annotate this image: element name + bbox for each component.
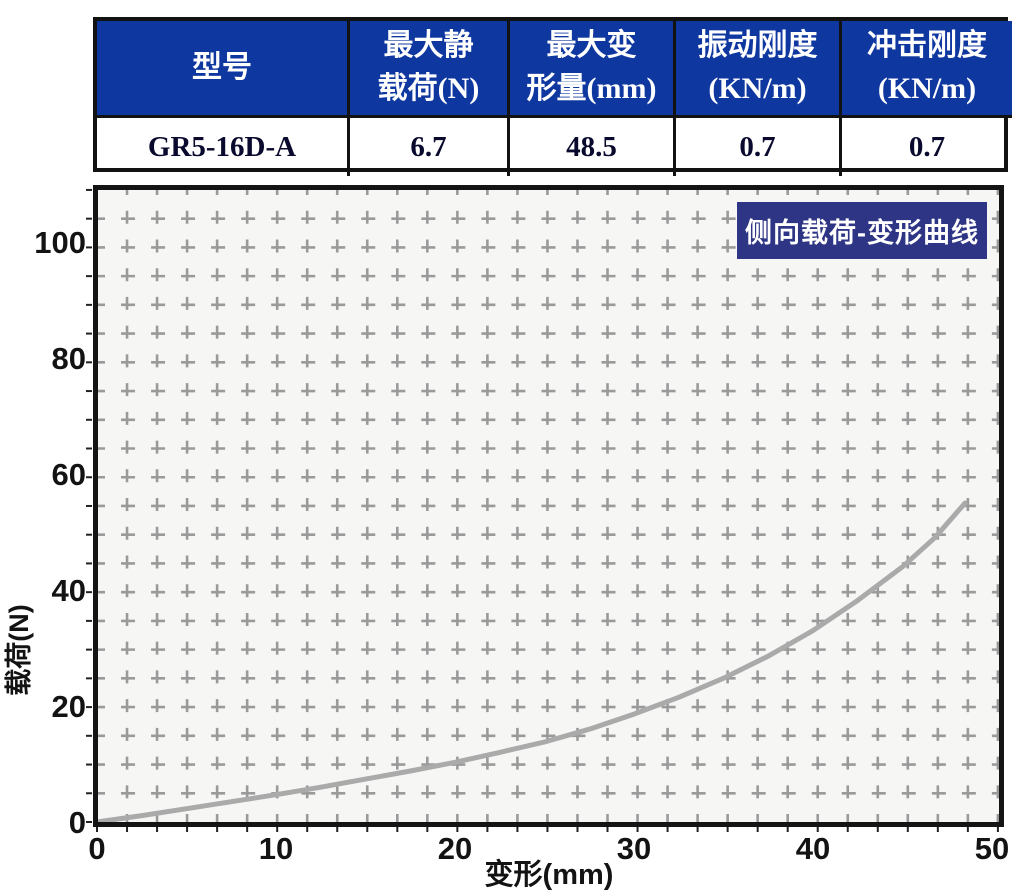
header-line: 形量(mm) (526, 72, 657, 105)
col-header-max-deformation: 最大变 形量(mm) (510, 21, 676, 118)
y-tick-label: 20 (52, 689, 86, 724)
spec-table: 型号 最大静 载荷(N) 最大变 形量(mm) 振动刚度 (KN/m) 冲击刚度… (93, 17, 1012, 176)
cell-impact-stiffness: 0.7 (842, 118, 1012, 176)
max-static-load-value: 6.7 (410, 130, 447, 163)
col-header-max-static-load: 最大静 载荷(N) (350, 21, 510, 118)
cell-max-deformation: 48.5 (510, 118, 676, 176)
y-axis-title: 载荷(N) (4, 604, 34, 695)
tick-labels: 0 10 20 30 40 50 0 20 40 60 80 100 (34, 225, 1009, 866)
col-header-model-label: 型号 (192, 50, 252, 84)
chart-title-badge: 侧向载荷-变形曲线 (737, 202, 987, 259)
col-header-vibration-stiffness: 振动刚度 (KN/m) (676, 21, 842, 118)
y-tick-label: 0 (69, 805, 86, 840)
load-deformation-curve (94, 500, 968, 825)
x-tick-label: 30 (617, 831, 651, 866)
y-tick-label: 80 (52, 341, 86, 376)
header-line: (KN/m) (708, 72, 807, 105)
cell-model: GR5-16D-A (97, 118, 350, 176)
model-value: GR5-16D-A (147, 130, 297, 163)
max-deformation-value: 48.5 (566, 130, 617, 163)
col-header-model: 型号 (97, 21, 350, 118)
chart-region: 0 10 20 30 40 50 0 20 40 60 80 100 变形(mm) 载荷(N) 侧向载… (0, 178, 1025, 893)
y-tick-label: 40 (52, 573, 86, 608)
load-deformation-chart: 0 10 20 30 40 50 0 20 40 60 80 100 变形(mm) 载荷(N) (4, 185, 1009, 891)
header-line: 振动刚度 (697, 29, 818, 63)
x-axis-title: 变形(mm) (485, 857, 614, 891)
header-line: (KN/m) (877, 72, 977, 105)
col-header-impact-stiffness: 冲击刚度 (KN/m) (842, 21, 1012, 118)
plot-frame (93, 185, 1004, 827)
header-line: 冲击刚度 (867, 29, 987, 63)
cell-max-static-load: 6.7 (350, 118, 510, 176)
header-line: 最大变 (546, 29, 637, 63)
cell-vibration-stiffness: 0.7 (676, 118, 842, 176)
chart-title: 侧向载荷-变形曲线 (745, 218, 979, 248)
y-tick-label: 60 (52, 457, 86, 492)
x-tick-label: 20 (438, 831, 472, 866)
grid (98, 190, 1000, 825)
x-tick-label: 50 (975, 831, 1009, 866)
x-tick-label: 0 (88, 831, 105, 866)
x-tick-label: 40 (796, 831, 830, 866)
x-tick-label: 10 (259, 831, 293, 866)
header-line: 载荷(N) (377, 72, 480, 105)
impact-stiffness-value: 0.7 (908, 130, 946, 163)
vibration-stiffness-value: 0.7 (739, 130, 776, 163)
header-line: 最大静 (383, 29, 474, 63)
y-tick-label: 100 (34, 225, 86, 260)
axis-ticks (86, 188, 999, 832)
